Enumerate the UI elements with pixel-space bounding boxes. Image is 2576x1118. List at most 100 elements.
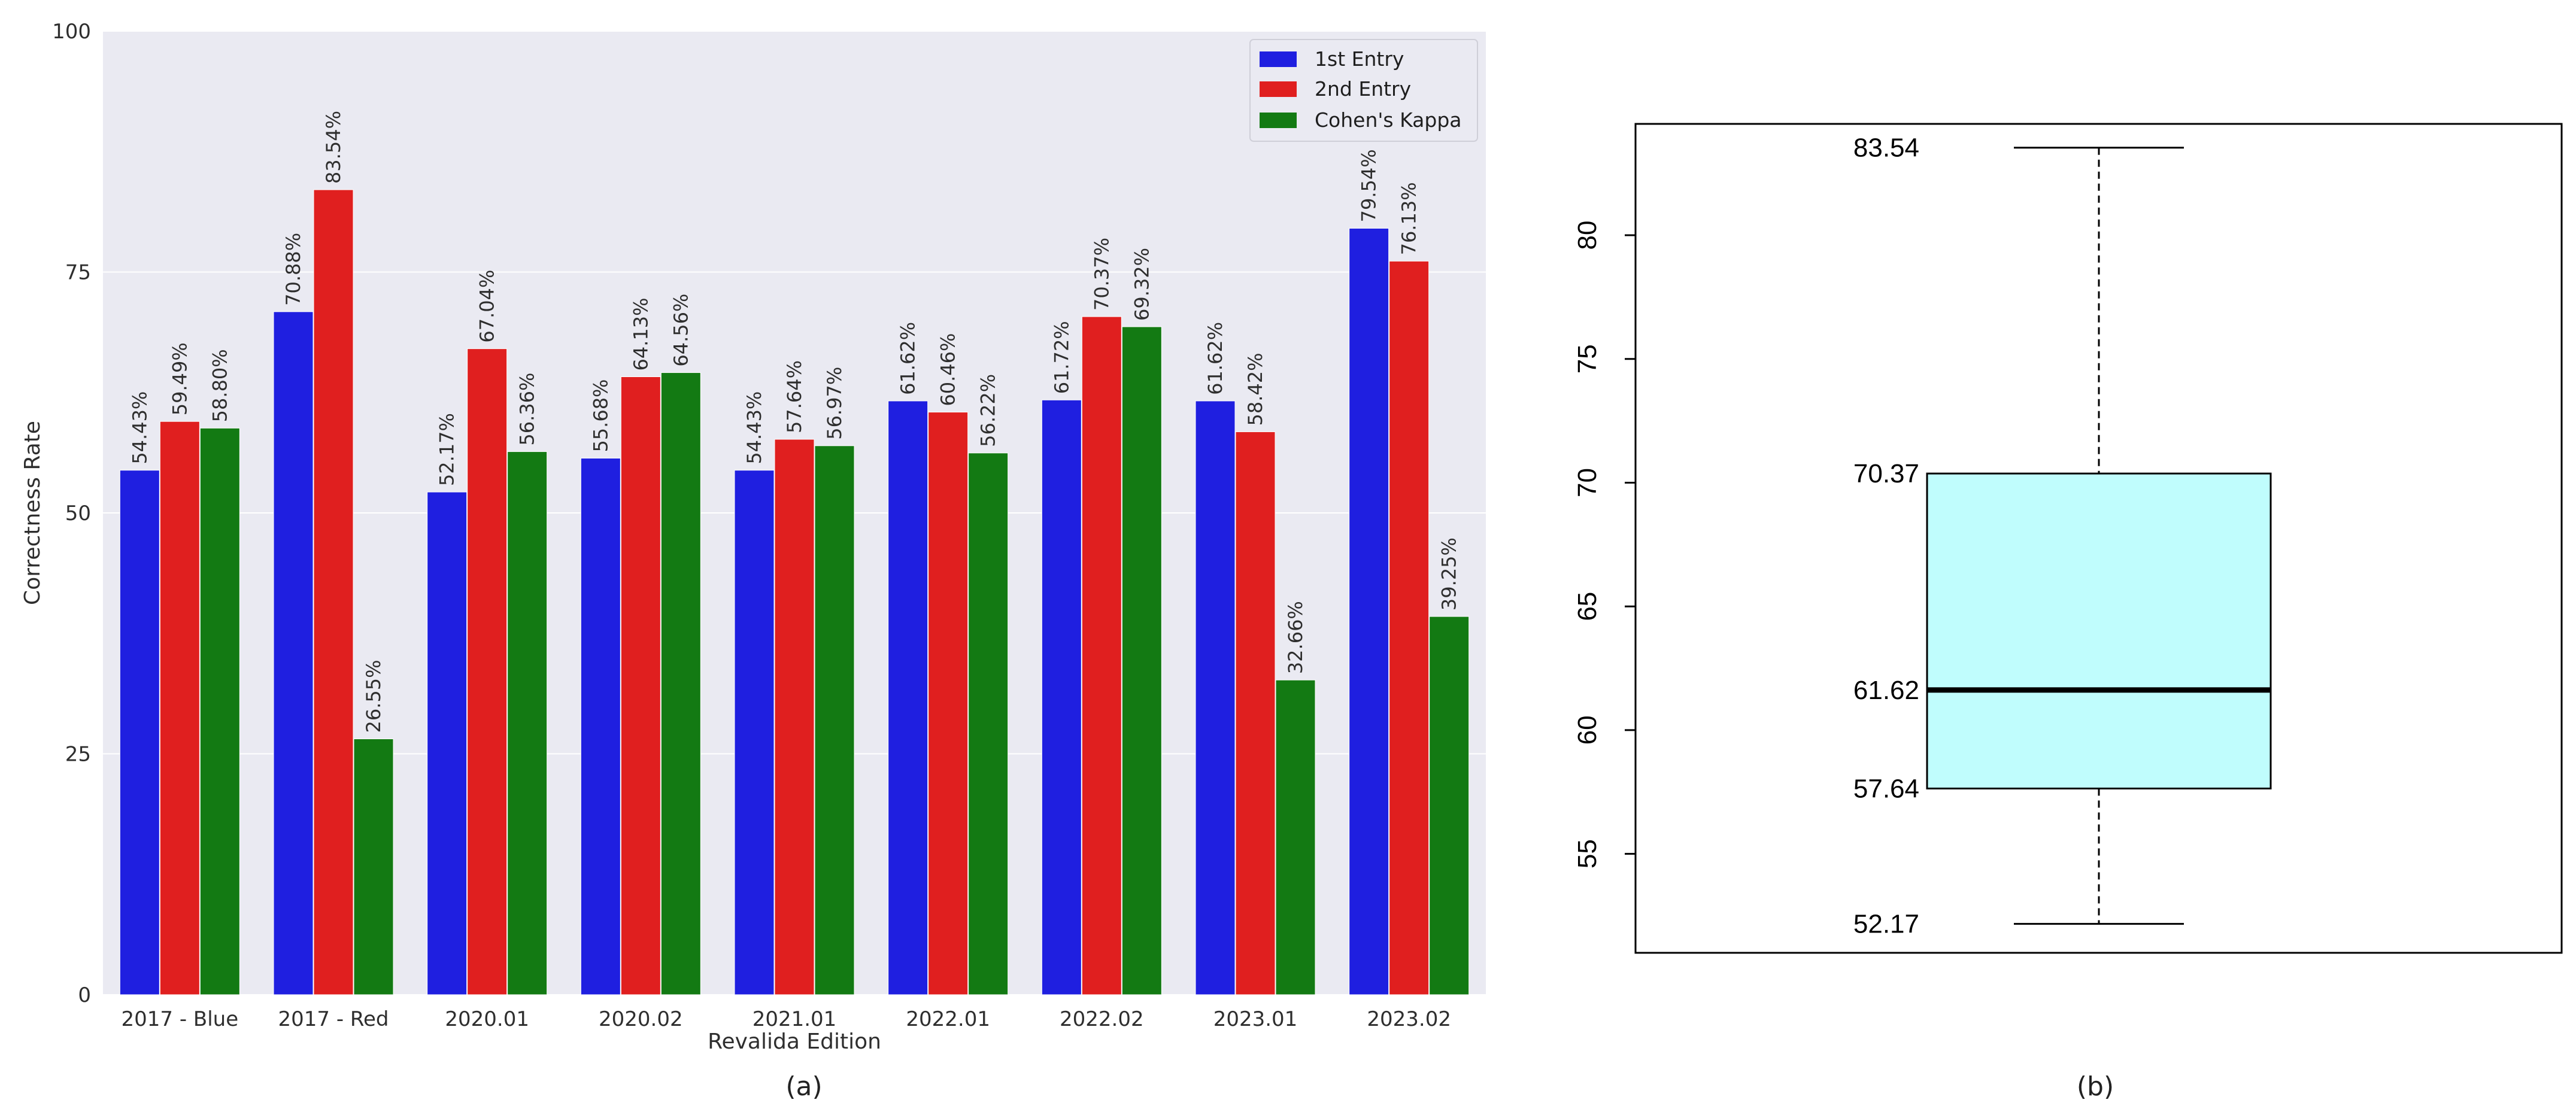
legend-swatch-cohens-kappa	[1260, 113, 1297, 128]
bar-value-label: 60.46%	[937, 333, 960, 406]
y-tick-labels: 0 25 50 75 100	[52, 20, 91, 1007]
bar-value-label: 70.88%	[282, 233, 305, 306]
bar-1st-entry-2017-blue	[119, 470, 160, 995]
bar-value-label: 56.36%	[516, 373, 539, 446]
bar-cohen-s-kappa-2022-02	[1121, 326, 1162, 995]
bars	[119, 189, 1470, 995]
interquartile-box	[1926, 472, 2272, 789]
y-axis-title: Correctness Rate	[20, 421, 45, 605]
bar-value-label: 57.64%	[783, 360, 806, 433]
bar-value-label: 70.37%	[1090, 238, 1113, 311]
bar-value-label: 64.13%	[629, 297, 652, 370]
bar-value-label: 52.17%	[436, 413, 459, 486]
y-tick-label: 25	[65, 743, 91, 767]
bar-value-label: 39.25%	[1438, 537, 1461, 610]
box-stat-labels: 83.54 70.37 61.62 57.64 52.17	[1853, 133, 1919, 939]
legend: 1st Entry 2nd Entry Cohen's Kappa	[1249, 39, 1478, 142]
y-tick-label: 80	[1573, 221, 1602, 250]
upper-whisker-label: 83.54	[1853, 133, 1919, 163]
x-tick-label: 2021.01	[753, 1007, 837, 1031]
bar-value-label: 26.55%	[362, 660, 385, 733]
box-plot-panel: 55 60 65 70 75 80 83.54 70.37 61.62 57.64 52.17 (…	[1573, 123, 2563, 1102]
bar-value-label: 58.42%	[1244, 353, 1267, 426]
bar-cohen-s-kappa-2017-blue	[199, 427, 240, 995]
bar-1st-entry-2021-01	[734, 470, 775, 995]
bar-value-label: 69.32%	[1130, 248, 1153, 321]
bar-2nd-entry-2017-blue	[159, 421, 200, 995]
bar-cohen-s-kappa-2022-01	[968, 452, 1009, 995]
bar-1st-entry-2023-02	[1349, 227, 1389, 995]
y-tick-label: 0	[78, 983, 91, 1007]
y-tick-label: 50	[65, 502, 91, 525]
y-tick-label: 55	[1573, 839, 1602, 868]
y-tick-label: 70	[1573, 468, 1602, 497]
bar-cohen-s-kappa-2023-01	[1275, 679, 1316, 995]
bar-2nd-entry-2021-01	[774, 439, 815, 995]
bar-cohen-s-kappa-2021-01	[814, 445, 855, 995]
bar-2nd-entry-2020-02	[620, 376, 661, 995]
bar-1st-entry-2023-01	[1195, 400, 1236, 995]
bar-1st-entry-2017-red	[273, 311, 314, 995]
bar-value-label: 54.43%	[128, 391, 151, 464]
legend-label-2nd-entry: 2nd Entry	[1315, 77, 1411, 101]
x-tick-label: 2023.01	[1213, 1007, 1298, 1031]
panel-label-b: (b)	[2077, 1071, 2114, 1102]
bar-value-label: 83.54%	[322, 111, 345, 184]
legend-label-cohens-kappa: Cohen's Kappa	[1315, 108, 1462, 132]
box-plot	[1926, 147, 2272, 925]
bar-value-label: 64.56%	[669, 294, 692, 367]
bar-value-label: 61.62%	[1204, 322, 1227, 395]
bar-value-label: 58.80%	[208, 349, 231, 422]
bar-value-label: 79.54%	[1358, 149, 1380, 222]
bar-cohen-s-kappa-2017-red	[353, 739, 394, 995]
bar-chart-panel: 0 25 50 75 100 54.43% 59.49% 58.80% 70.88% 83.54…	[20, 20, 1486, 1102]
bar-value-label: 67.04%	[476, 270, 499, 343]
y-axis-ticks: 55 60 65 70 75 80	[1573, 221, 1636, 868]
y-tick-label: 60	[1573, 715, 1602, 745]
bar-2nd-entry-2020-01	[467, 348, 508, 995]
legend-label-1st-entry: 1st Entry	[1315, 47, 1404, 71]
x-axis-title: Revalida Edition	[708, 1029, 881, 1054]
x-tick-label: 2023.02	[1367, 1007, 1451, 1031]
bar-2nd-entry-2017-red	[313, 189, 354, 995]
bar-1st-entry-2022-02	[1041, 399, 1082, 995]
bar-1st-entry-2020-01	[427, 491, 468, 995]
bar-cohen-s-kappa-2023-02	[1429, 616, 1470, 995]
y-tick-label: 75	[1573, 344, 1602, 373]
y-tick-label: 100	[52, 20, 91, 44]
bar-value-label: 61.72%	[1050, 321, 1073, 394]
bar-value-label: 32.66%	[1284, 601, 1307, 674]
x-tick-label: 2017 - Red	[278, 1007, 389, 1031]
legend-swatch-1st-entry	[1260, 51, 1297, 67]
x-tick-labels: 2017 - Blue 2017 - Red 2020.01 2020.02 2021.…	[122, 1007, 1451, 1031]
lower-whisker-label: 52.17	[1853, 910, 1919, 939]
bar-2nd-entry-2023-01	[1235, 431, 1276, 995]
x-tick-label: 2022.02	[1060, 1007, 1144, 1031]
bar-value-label: 55.68%	[589, 379, 612, 452]
bar-1st-entry-2020-02	[580, 458, 621, 995]
q1-label: 57.64	[1853, 774, 1919, 803]
bar-value-label: 76.13%	[1398, 182, 1421, 255]
y-tick-label: 75	[65, 261, 91, 285]
bar-1st-entry-2022-01	[888, 400, 929, 995]
bar-2nd-entry-2022-01	[928, 412, 969, 995]
bar-value-label: 59.49%	[168, 342, 191, 415]
bar-2nd-entry-2023-02	[1389, 260, 1430, 995]
x-tick-label: 2020.01	[445, 1007, 529, 1031]
bar-cohen-s-kappa-2020-02	[660, 372, 701, 995]
bar-cohen-s-kappa-2020-01	[507, 451, 548, 995]
panel-label-a: (a)	[785, 1071, 822, 1102]
bar-value-label: 56.22%	[977, 374, 1000, 447]
median-label: 61.62	[1853, 676, 1919, 705]
legend-box	[1249, 39, 1478, 142]
x-tick-label: 2017 - Blue	[122, 1007, 239, 1031]
x-tick-label: 2022.01	[906, 1007, 990, 1031]
x-tick-label: 2020.02	[599, 1007, 683, 1031]
bar-value-labels: 54.43% 59.49% 58.80% 70.88% 83.54% 26.55% 52.1…	[128, 111, 1460, 733]
bar-value-label: 56.97%	[823, 367, 846, 440]
bar-value-label: 61.62%	[897, 322, 920, 395]
q3-label: 70.37	[1853, 459, 1919, 488]
legend-swatch-2nd-entry	[1260, 81, 1297, 97]
bar-value-label: 54.43%	[743, 391, 766, 464]
